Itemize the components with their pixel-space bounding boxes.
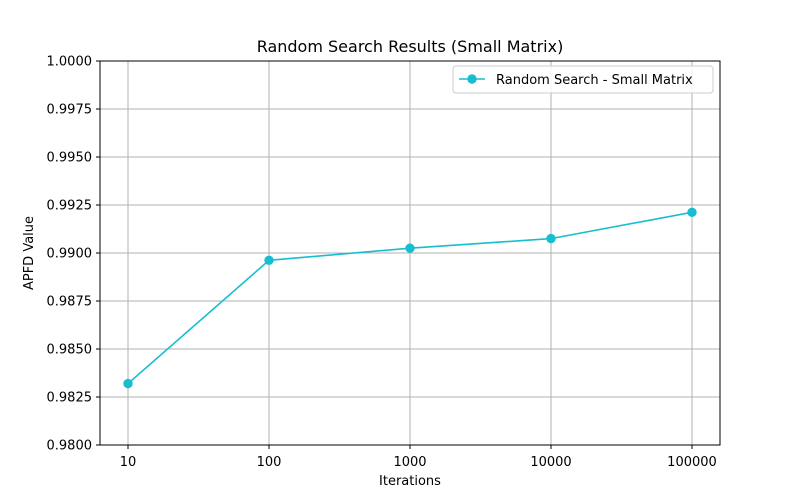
data-point (264, 255, 274, 265)
x-tick-label: 10 (120, 455, 137, 470)
y-axis-label: APFD Value (22, 216, 37, 290)
x-tick-label: 10000 (530, 455, 571, 470)
y-tick-label: 0.9950 (47, 151, 93, 166)
y-tick-label: 1.0000 (47, 55, 93, 70)
x-tick-label: 1000 (393, 455, 426, 470)
x-tick-label: 100 (257, 455, 282, 470)
y-tick-label: 0.9825 (47, 391, 93, 406)
legend: Random Search - Small Matrix (452, 65, 714, 94)
y-tick-label: 0.9850 (47, 343, 93, 358)
y-tick-label: 0.9875 (47, 295, 93, 310)
chart-title: Random Search Results (Small Matrix) (257, 37, 564, 56)
x-axis-label: Iterations (379, 474, 441, 489)
data-point (405, 243, 415, 253)
series-layer (123, 207, 697, 389)
y-tick-label: 0.9925 (47, 199, 93, 214)
data-point (546, 233, 556, 244)
grid (100, 60, 720, 446)
data-point (123, 378, 133, 389)
y-tick-label: 0.9975 (47, 103, 93, 118)
legend-marker-swatch (467, 74, 477, 84)
legend-label: Random Search - Small Matrix (496, 73, 693, 88)
x-tick-label: 100000 (667, 455, 717, 470)
y-tick-label: 0.9800 (47, 439, 93, 454)
plot-frame (99, 60, 721, 446)
y-tick-label: 0.9900 (47, 247, 93, 262)
axes: 0.9800 0.9825 0.9850 0.9875 0.9900 0.9925 0.99… (47, 55, 721, 470)
legend-box (452, 65, 714, 94)
data-point (687, 207, 697, 217)
